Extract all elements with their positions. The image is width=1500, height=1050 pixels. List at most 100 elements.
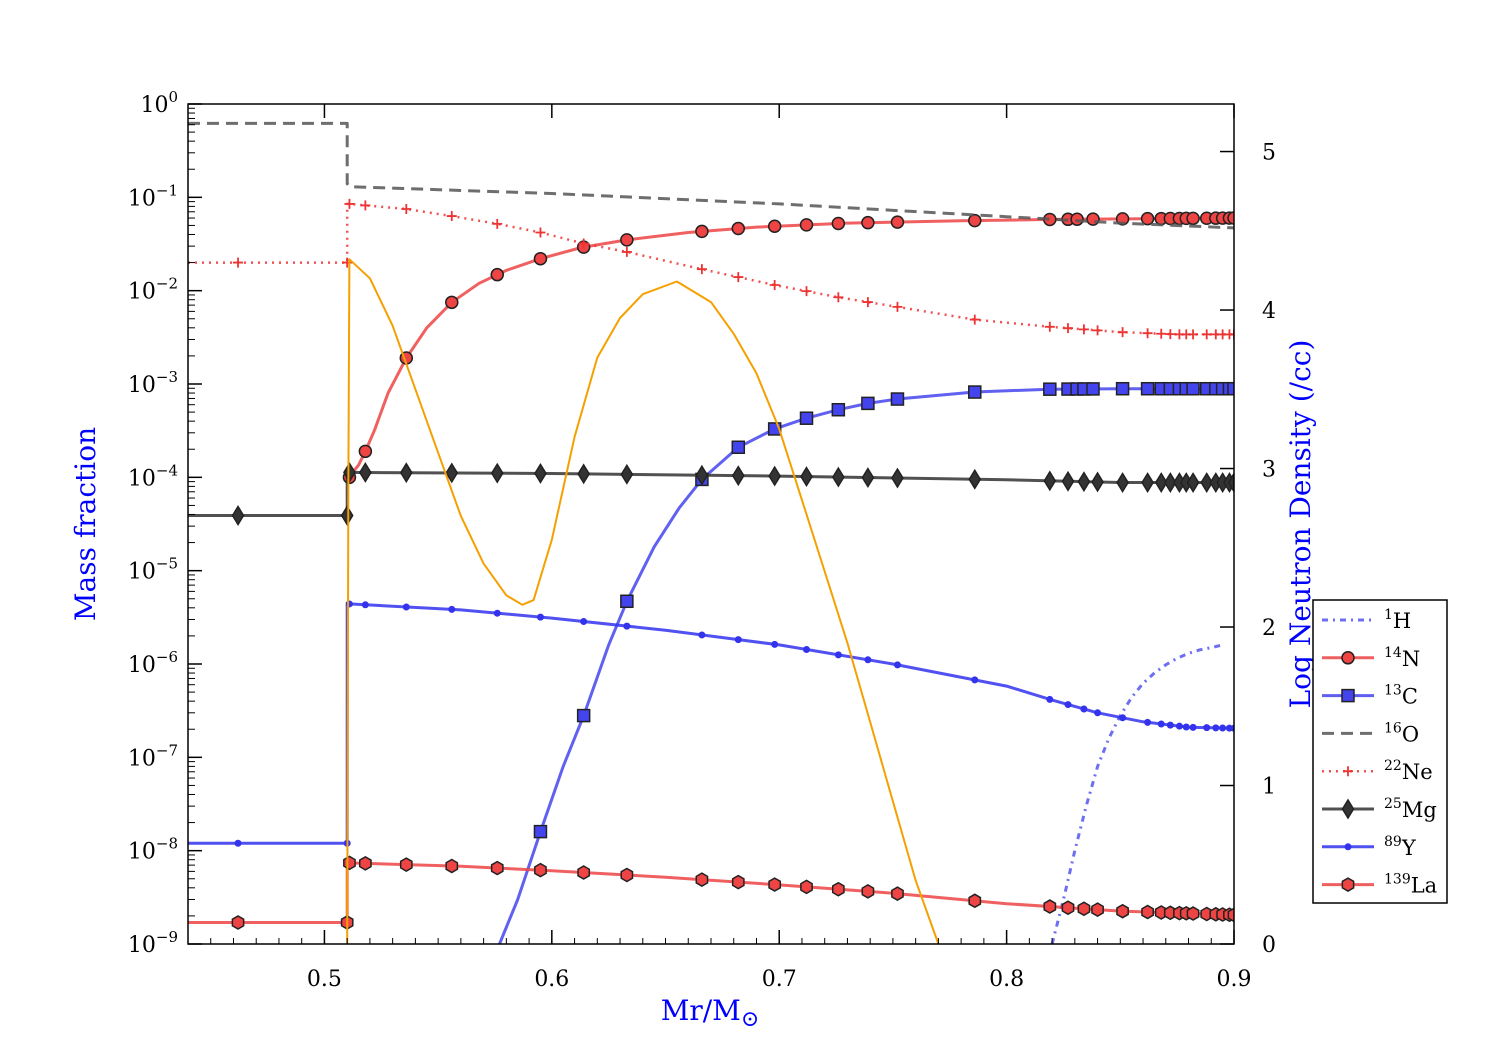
series-marker-ne22 — [1229, 329, 1234, 340]
series-marker-y89 — [1046, 695, 1054, 703]
series-marker-ne22 — [578, 238, 589, 249]
series-marker-y89 — [1144, 718, 1152, 726]
series-marker-ne22 — [1142, 328, 1153, 339]
series-marker-y89 — [1219, 724, 1227, 732]
series-marker-n14 — [445, 295, 459, 310]
y-tick-base: 10 — [140, 93, 168, 118]
y-tick-label: 100 — [140, 88, 178, 118]
series-marker-ne22 — [769, 280, 780, 291]
series-marker-mg25 — [577, 463, 591, 485]
legend-element: Mg — [1402, 798, 1437, 822]
legend-marker-ne22 — [1343, 766, 1353, 777]
y-tick-base: 10 — [128, 466, 156, 491]
series-marker-ne22 — [1156, 328, 1167, 339]
x-tick-label: 0.6 — [534, 967, 569, 992]
series-marker-la139 — [1043, 899, 1057, 914]
series-marker-ne22 — [233, 257, 244, 268]
neutron-density-line — [346, 258, 940, 944]
series-marker-mg25 — [1186, 472, 1200, 493]
series-marker-ne22 — [696, 264, 707, 275]
series-marker-la139 — [1091, 902, 1104, 918]
y-tick-exponent: −6 — [156, 648, 178, 666]
y-tick-label: 10−1 — [128, 181, 178, 211]
series-marker-ne22 — [1044, 321, 1055, 332]
series-marker-c13 — [1186, 381, 1200, 396]
legend-element: H — [1393, 609, 1411, 633]
series-marker-n14 — [767, 219, 782, 234]
series-marker-y89 — [971, 676, 979, 684]
series-marker-c13 — [1086, 382, 1100, 396]
legend-element: N — [1402, 647, 1420, 671]
series-layer — [188, 121, 1234, 944]
series-line-n14 — [348, 216, 1234, 479]
legend-marker-c13 — [1341, 688, 1355, 703]
y-tick-label: 10−7 — [128, 741, 178, 771]
y-tick-exponent: −4 — [156, 461, 178, 479]
series-marker-la139 — [399, 857, 413, 872]
series-marker-c13 — [533, 824, 548, 839]
legend-mass-number: 1 — [1384, 607, 1393, 623]
series-marker-mg25 — [358, 462, 372, 483]
series-marker-c13 — [831, 402, 846, 417]
series-marker-ne22 — [1078, 324, 1089, 335]
series-marker-ne22 — [1188, 329, 1199, 340]
series-marker-y89 — [834, 651, 842, 659]
series-marker-ne22 — [733, 272, 744, 283]
series-marker-n14 — [861, 215, 875, 230]
series-line-h1 — [1050, 643, 1223, 944]
series-marker-y89 — [536, 613, 544, 621]
series-marker-c13 — [1115, 381, 1130, 396]
series-marker-y89 — [1203, 724, 1211, 732]
series-marker-y89 — [1119, 714, 1127, 722]
y-tick-base: 10 — [128, 280, 156, 305]
series-marker-la139 — [358, 855, 372, 871]
series-marker-y89 — [493, 609, 501, 617]
legend-box — [1312, 599, 1448, 904]
series-marker-mg25 — [620, 463, 634, 485]
y-tick-label: 10−8 — [128, 835, 178, 865]
y-tick-base: 10 — [128, 560, 156, 585]
series-marker-mg25 — [1141, 472, 1154, 493]
series-marker-y89 — [1175, 722, 1183, 730]
series-marker-la139 — [231, 915, 245, 930]
series-marker-n14 — [890, 215, 905, 229]
series-marker-mg25 — [1200, 472, 1214, 493]
series-marker-y89 — [771, 640, 779, 648]
series-marker-la139 — [534, 862, 547, 878]
series-marker-la139 — [831, 881, 845, 897]
y-tick-label: 10−2 — [128, 275, 178, 305]
series-marker-y89 — [1166, 721, 1174, 729]
series-marker-ne22 — [1063, 323, 1073, 334]
series-marker-ne22 — [360, 200, 371, 211]
series-marker-la139 — [731, 874, 745, 890]
series-marker-la139 — [968, 893, 982, 909]
y-tick-exponent: −1 — [156, 181, 178, 199]
series-marker-ne22 — [833, 292, 844, 303]
legend-element: La — [1411, 874, 1437, 898]
series-marker-ne22 — [621, 246, 632, 257]
y-tick-base: 10 — [128, 373, 156, 398]
series-marker-c13 — [890, 392, 905, 406]
series-marker-y89 — [345, 600, 353, 608]
legend-mass-number: 139 — [1384, 872, 1411, 888]
series-marker-mg25 — [343, 461, 356, 483]
legend-element: Ne — [1402, 760, 1433, 784]
series-marker-ne22 — [344, 198, 355, 209]
series-marker-ne22 — [892, 301, 903, 312]
series-marker-y89 — [893, 661, 901, 669]
series-marker-c13 — [799, 411, 814, 425]
x-tick-label: 0.5 — [307, 967, 342, 992]
series-marker-la139 — [861, 884, 875, 899]
series-marker-n14 — [695, 224, 709, 239]
legend-label-la139: 139La — [1384, 872, 1437, 898]
series-marker-y89 — [448, 605, 456, 613]
series-marker-la139 — [1186, 906, 1200, 921]
x-axis-title-text: Mr/M — [661, 994, 741, 1027]
x-axis-title-subscript: ⊙ — [741, 1007, 759, 1032]
y-tick-base: 10 — [128, 840, 156, 865]
x-axis-title: Mr/M⊙ — [661, 994, 760, 1032]
series-marker-c13 — [1140, 381, 1155, 396]
x-tick-label: 0.8 — [989, 967, 1024, 992]
y-tick-exponent: −3 — [156, 368, 178, 386]
